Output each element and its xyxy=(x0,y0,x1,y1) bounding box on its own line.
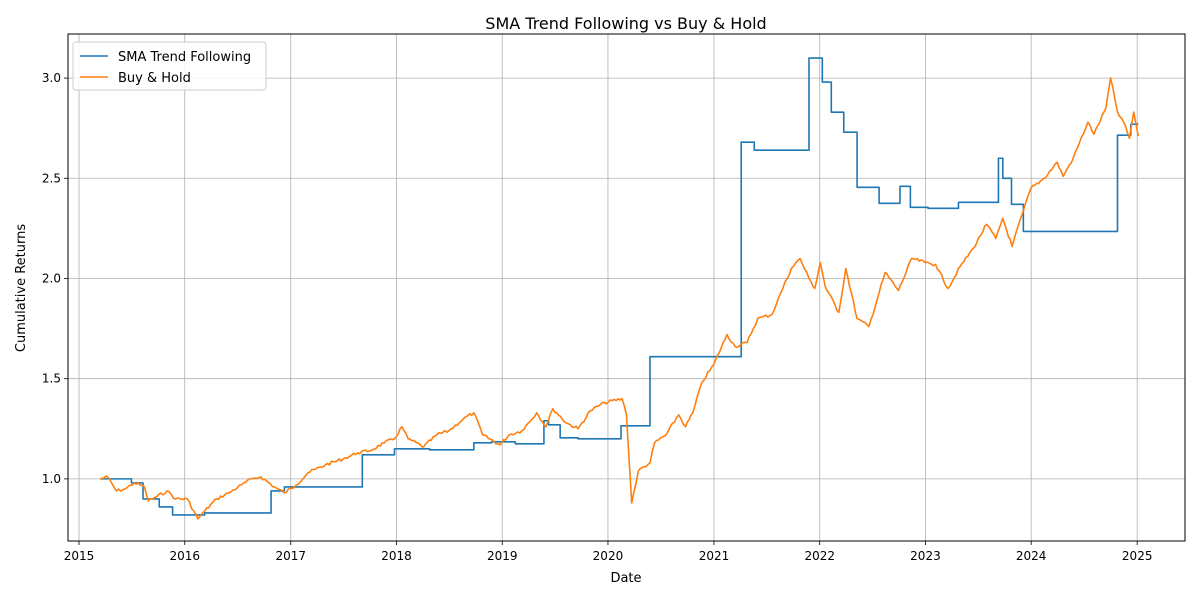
x-tick-label: 2016 xyxy=(169,549,200,563)
x-axis-label: Date xyxy=(610,571,641,586)
x-tick-label: 2024 xyxy=(1016,549,1047,563)
y-tick-label: 2.0 xyxy=(42,271,61,285)
x-tick-label: 2021 xyxy=(699,549,730,563)
y-tick-label: 3.0 xyxy=(42,71,61,85)
x-tick-label: 2022 xyxy=(804,549,835,563)
y-tick-label: 1.5 xyxy=(42,372,61,386)
x-tick-label: 2015 xyxy=(64,549,95,563)
legend-label-sma: SMA Trend Following xyxy=(118,50,251,65)
x-tick-label: 2025 xyxy=(1122,549,1153,563)
series-layer xyxy=(99,57,1140,520)
series-line-buy-and-hold xyxy=(99,77,1140,520)
x-tick-label: 2020 xyxy=(593,549,624,563)
legend: SMA Trend Following Buy & Hold xyxy=(72,41,267,91)
x-tick-label: 2019 xyxy=(487,549,518,563)
plot-frame xyxy=(67,33,1186,542)
y-tick-label: 2.5 xyxy=(42,171,61,185)
y-axis-label: Cumulative Returns xyxy=(14,224,29,352)
legend-box xyxy=(72,41,267,91)
legend-label-buy-hold: Buy & Hold xyxy=(118,71,191,86)
y-tick-label: 1.0 xyxy=(42,472,61,486)
x-tick-label: 2017 xyxy=(275,549,306,563)
ticks: 2015 2016 2017 2018 2019 2020 2021 2022 2023 2024… xyxy=(42,71,1153,563)
x-tick-label: 2023 xyxy=(910,549,941,563)
chart-title: SMA Trend Following vs Buy & Hold xyxy=(485,14,766,33)
series-line-sma-trend-following xyxy=(100,57,1139,516)
x-tick-label: 2018 xyxy=(381,549,412,563)
